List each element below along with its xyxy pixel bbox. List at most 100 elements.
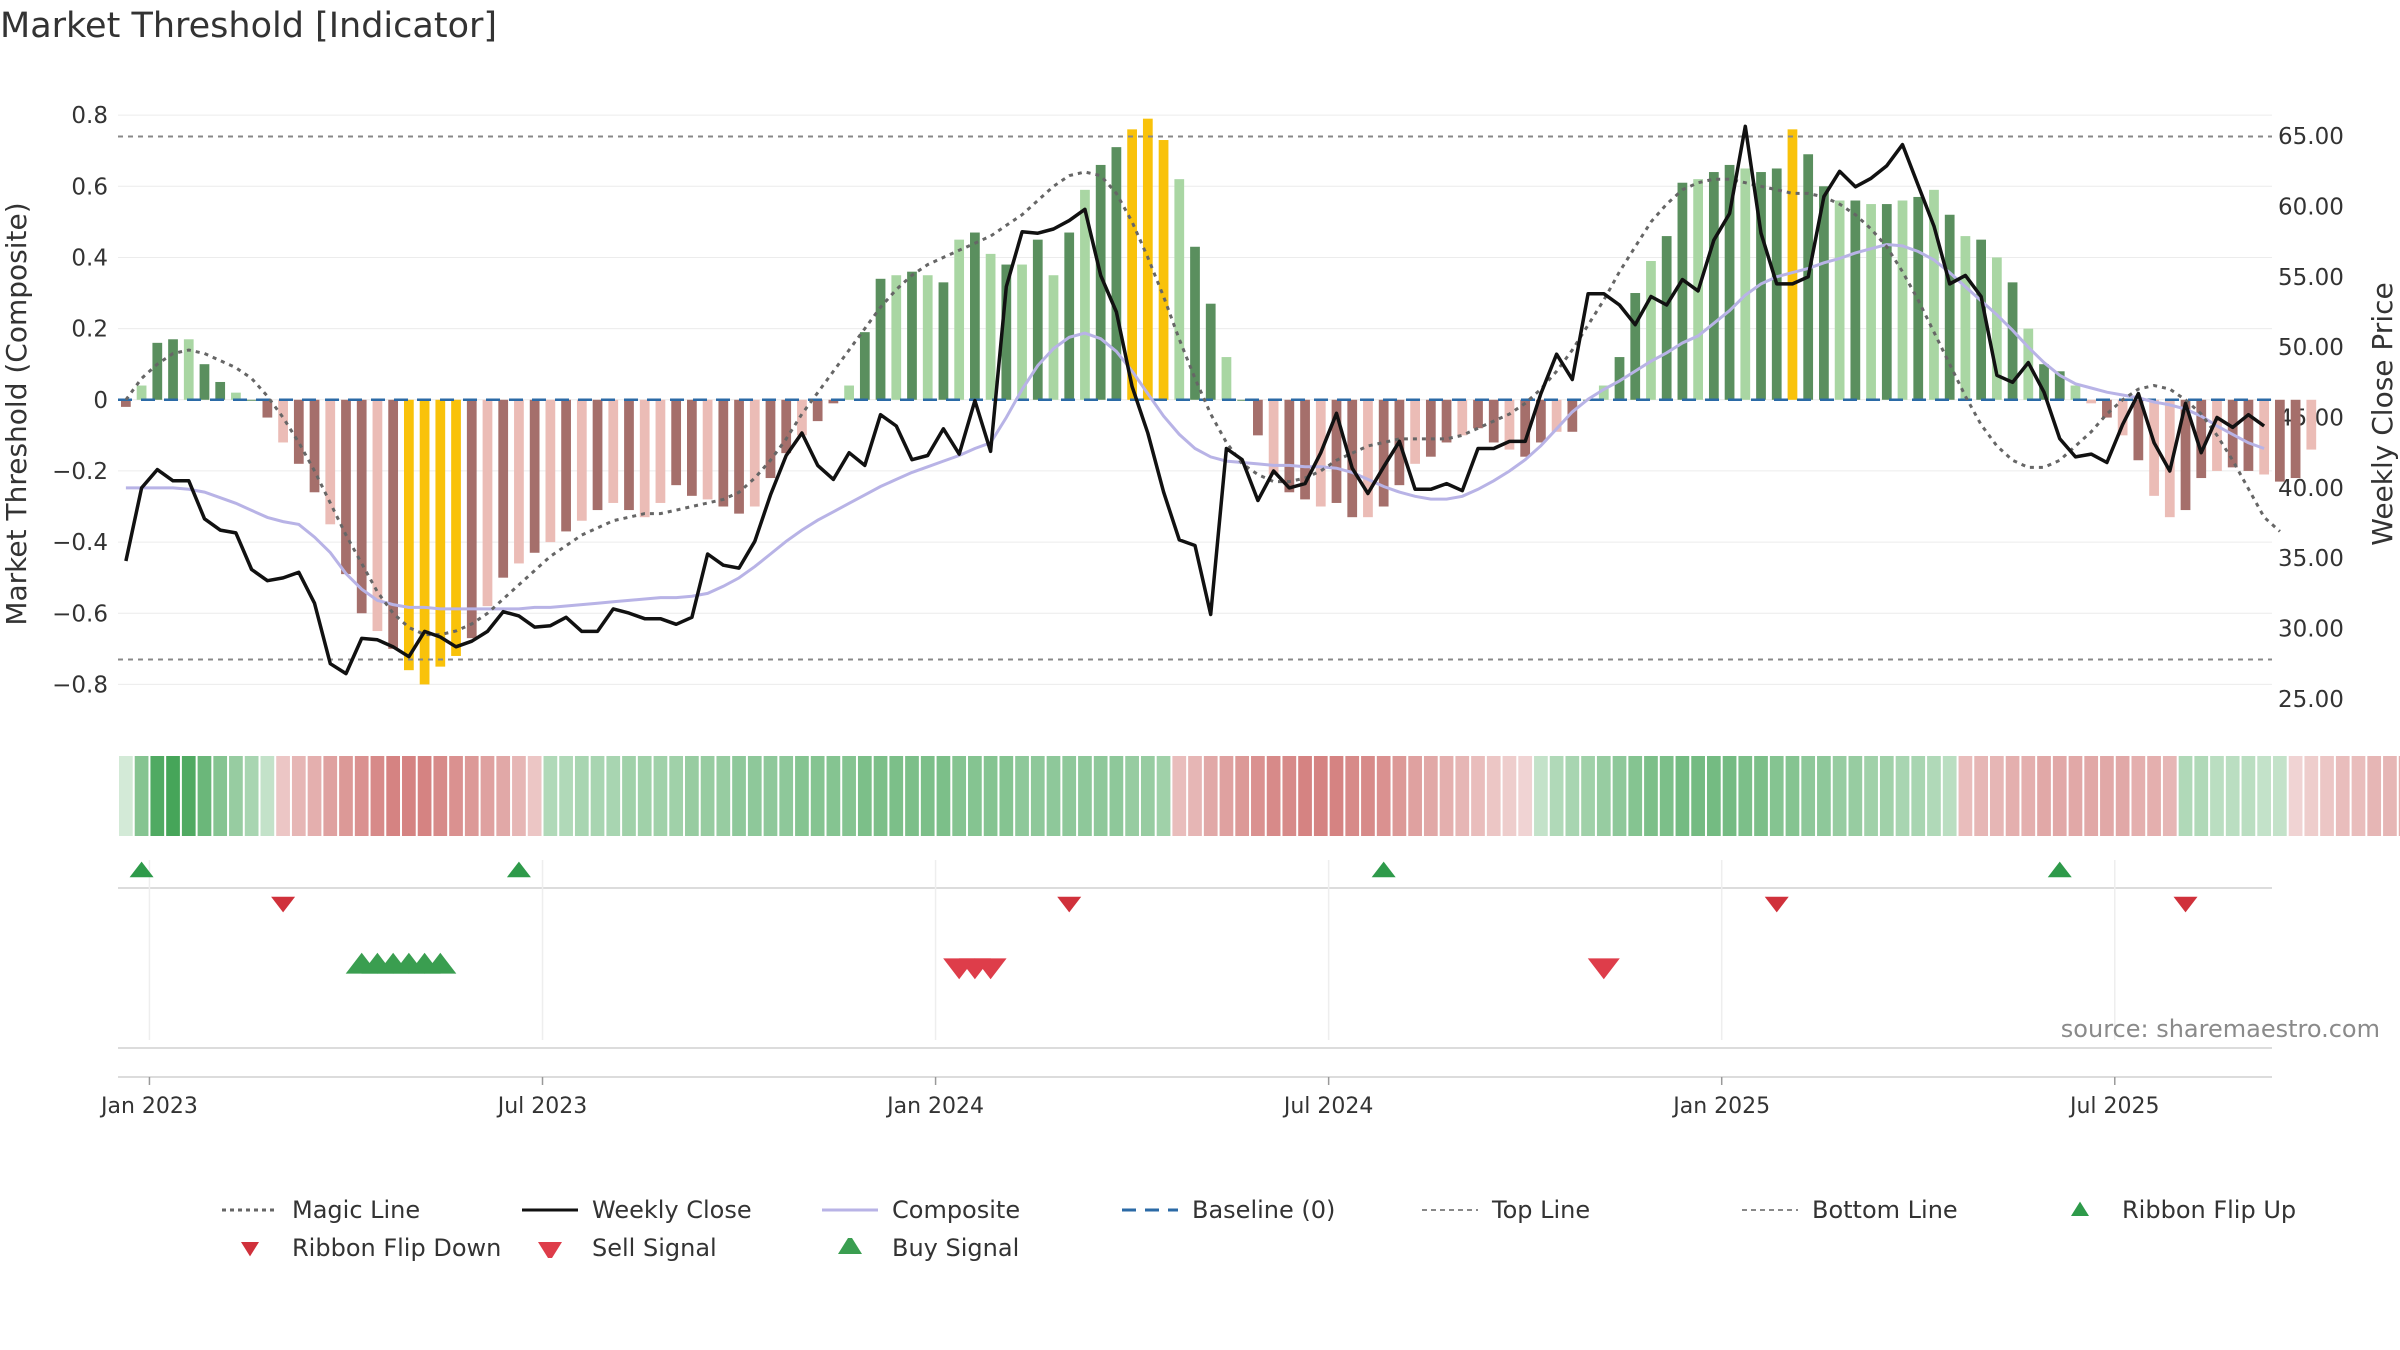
- weekly-close-line: [124, 124, 2266, 676]
- composite-bar: [1174, 179, 1185, 400]
- ribbon-cell: [1549, 756, 1564, 836]
- ribbon-cell: [2131, 756, 2146, 836]
- ribbon-cell: [323, 756, 338, 836]
- ribbon-cell: [1974, 756, 1988, 836]
- ribbon-cell: [653, 756, 668, 836]
- x-tick-label: Jul 2025: [2068, 1094, 2160, 1119]
- legend-item: Buy Signal: [820, 1234, 1019, 1262]
- ribbon-cell: [2383, 756, 2397, 836]
- composite-bar: [1724, 164, 1735, 400]
- composite-bar: [1425, 399, 1436, 457]
- composite-bar: [1976, 239, 1987, 400]
- ribbon-cell: [402, 756, 416, 836]
- right-tick-label: 30.00: [2278, 617, 2344, 643]
- composite-bar: [388, 399, 399, 649]
- x-tick-label: Jul 2023: [496, 1094, 588, 1119]
- ribbon-cell: [2052, 756, 2067, 836]
- ribbon-cell: [2335, 756, 2350, 836]
- composite-bar: [1064, 232, 1075, 400]
- ribbon-cell: [2257, 756, 2271, 836]
- composite-bar: [466, 399, 477, 639]
- composite-bar: [907, 271, 917, 400]
- composite-line: [125, 242, 2265, 611]
- ribbon-cell: [181, 756, 196, 836]
- ribbon-cell: [1958, 756, 1973, 836]
- ribbon-cell: [2178, 756, 2193, 836]
- left-tick-label: −0.8: [52, 672, 108, 698]
- composite-bar: [278, 399, 288, 443]
- legend-swatch: [2071, 1201, 2089, 1216]
- ribbon-cell: [1329, 756, 1344, 836]
- legend-label: Ribbon Flip Up: [2122, 1196, 2297, 1224]
- composite-bar: [2274, 399, 2285, 482]
- composite-bar: [2149, 399, 2159, 496]
- legend-swatch: [838, 1238, 862, 1254]
- composite-bar: [2007, 282, 2018, 400]
- ribbon-cell: [417, 756, 432, 836]
- ribbon-cell: [1534, 756, 1548, 836]
- ribbon-cell: [1675, 756, 1690, 836]
- composite-bar: [1520, 399, 1531, 457]
- ribbon-cell: [1628, 756, 1643, 836]
- ribbon-cell: [1062, 756, 1077, 836]
- legend-swatch: [241, 1242, 259, 1257]
- ribbon-cell: [2210, 756, 2224, 836]
- ribbon-cell: [1706, 756, 1721, 836]
- ribbon-cell: [2225, 756, 2240, 836]
- composite-bar: [1378, 399, 1389, 507]
- ribbon-cell: [795, 756, 809, 836]
- composite-bar: [624, 399, 634, 511]
- legend-label: Buy Signal: [892, 1234, 1020, 1262]
- composite-bar: [671, 399, 682, 486]
- ribbon-cell: [779, 756, 794, 836]
- ribbon-cell: [1691, 756, 1705, 836]
- buy-signal-marker: [424, 952, 457, 974]
- legend-label: Sell Signal: [592, 1234, 717, 1262]
- ribbon-cell: [496, 756, 511, 836]
- right-tick-label: 40.00: [2278, 476, 2344, 502]
- composite-bar: [356, 399, 367, 614]
- ribbon-cell: [527, 756, 542, 836]
- composite-bar: [514, 399, 524, 564]
- ribbon-flip-up-marker: [1371, 861, 1396, 878]
- ribbon-cell: [260, 756, 275, 836]
- legend-item: Composite: [820, 1196, 1020, 1224]
- ribbon-cell: [1015, 756, 1029, 836]
- ribbon-cell: [1502, 756, 1517, 836]
- ribbon-cell: [1644, 756, 1658, 836]
- ribbon-cell: [2367, 756, 2382, 836]
- ribbon-cell: [2084, 756, 2099, 836]
- ribbon-cell: [716, 756, 731, 836]
- composite-bar: [1677, 182, 1688, 400]
- legend-item: Ribbon Flip Down: [220, 1234, 501, 1262]
- ribbon-cell: [1801, 756, 1816, 836]
- ribbon-cell: [1093, 756, 1108, 836]
- ribbon-cell: [700, 756, 715, 836]
- legend-item: Ribbon Flip Up: [2050, 1196, 2296, 1224]
- legend-item: Weekly Close: [520, 1196, 752, 1224]
- composite-bar: [718, 399, 729, 507]
- composite-bar: [2290, 399, 2301, 479]
- ribbon-cell: [1832, 756, 1847, 836]
- ribbon-cell: [2021, 756, 2036, 836]
- ribbon-cell: [763, 756, 778, 836]
- legend-swatch: [822, 1208, 878, 1212]
- ribbon-cell: [842, 756, 856, 836]
- ribbon-cell: [276, 756, 290, 836]
- ribbon-cell: [449, 756, 463, 836]
- composite-bar: [1410, 399, 1420, 464]
- left-tick-label: 0.8: [71, 103, 108, 129]
- composite-bar: [797, 399, 807, 436]
- composite-bar: [152, 342, 163, 400]
- composite-bar: [231, 392, 241, 400]
- composite-bar: [2039, 364, 2049, 400]
- ribbon-cell: [873, 756, 888, 836]
- legend-swatch: [1422, 1209, 1478, 1211]
- composite-bar: [372, 399, 383, 632]
- ribbon-cell: [197, 756, 212, 836]
- legend-swatch: [522, 1208, 578, 1212]
- ribbon-cell: [464, 756, 479, 836]
- composite-bar: [734, 399, 744, 514]
- composite-bar: [812, 399, 823, 422]
- ribbon-cell: [1848, 756, 1863, 836]
